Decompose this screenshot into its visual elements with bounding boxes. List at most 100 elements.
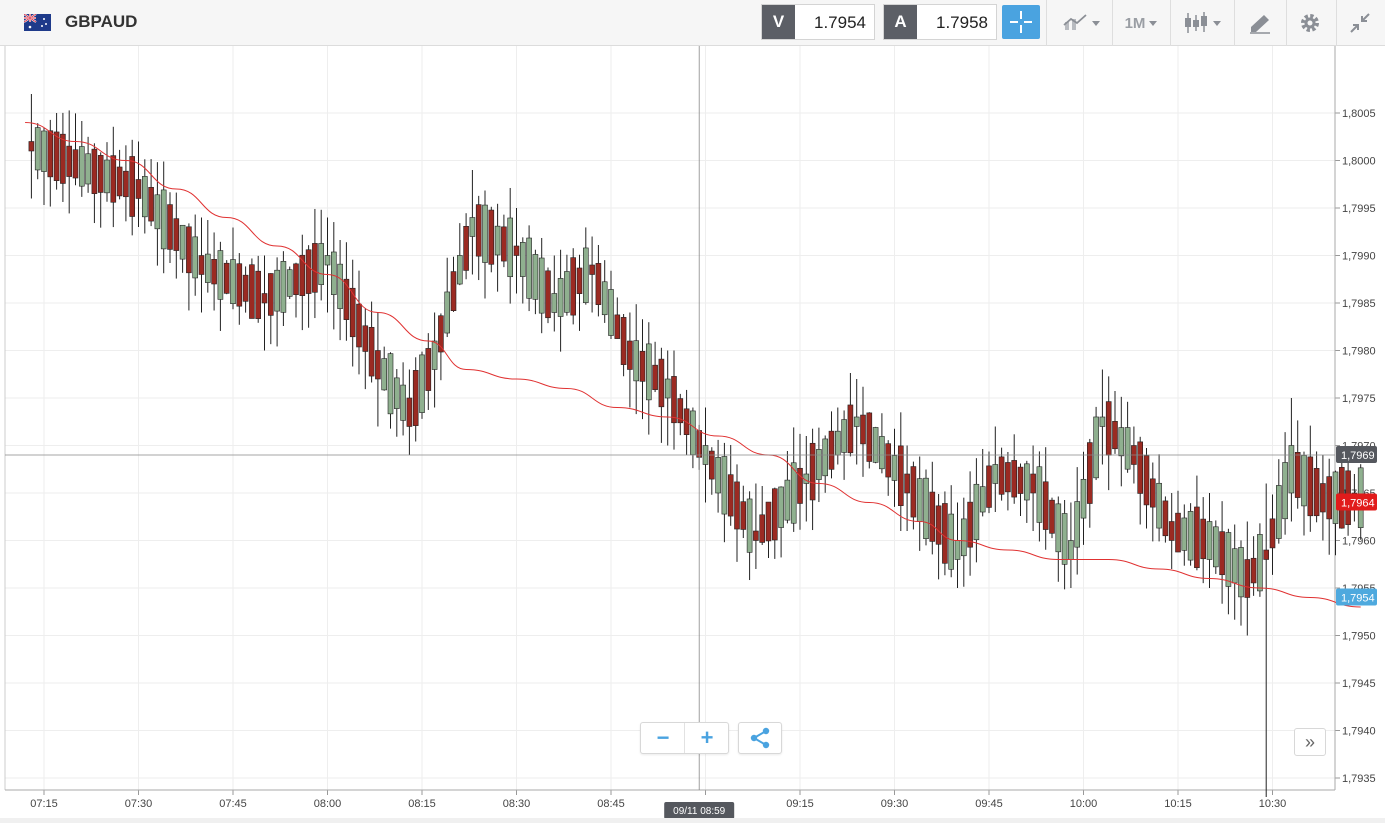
zoom-in-button[interactable]: + — [685, 723, 729, 753]
candle-body — [475, 204, 482, 257]
plus-icon: + — [700, 725, 714, 750]
candle-body — [1194, 506, 1200, 568]
candle-body — [601, 281, 608, 316]
drawing-tools-button[interactable] — [1240, 0, 1280, 46]
candle-body — [129, 156, 135, 217]
candle-body — [444, 291, 451, 334]
share-button[interactable] — [738, 722, 782, 754]
candle-body — [677, 398, 684, 424]
candle-body — [469, 217, 476, 237]
candle-body — [167, 204, 173, 250]
candle-body — [1124, 427, 1131, 470]
candle-body — [192, 236, 198, 279]
candle-body — [412, 370, 419, 426]
x-tick-label: 08:30 — [503, 798, 531, 810]
candle-body — [545, 270, 551, 319]
candle-body — [142, 176, 148, 218]
candle-body — [721, 456, 728, 515]
candle-body — [85, 153, 91, 185]
candle-body — [1150, 478, 1156, 508]
y-tick-label: 1,7980 — [1342, 346, 1376, 358]
candle-body — [734, 481, 740, 530]
candle-body — [154, 194, 161, 230]
candle-body — [217, 250, 224, 300]
scroll-to-latest-button[interactable]: » — [1294, 728, 1326, 756]
zoom-controls: − + — [640, 722, 729, 754]
candle-body — [1288, 445, 1295, 494]
chart-type-button[interactable] — [1176, 0, 1228, 46]
indicators-icon — [1063, 14, 1087, 30]
candle-body — [690, 410, 696, 456]
zoom-out-button[interactable]: − — [641, 723, 685, 753]
y-tick-label: 1,7935 — [1342, 773, 1376, 785]
candle-body — [1168, 521, 1175, 541]
y-tick-label: 1,8000 — [1342, 156, 1376, 168]
candle-body — [330, 251, 337, 295]
candle-body — [41, 130, 47, 172]
candle-body — [916, 478, 923, 522]
candle-body — [173, 218, 180, 251]
candle-body — [708, 450, 715, 480]
time-axis: 07:15 07:30 07:45 08:00 08:15 08:30 08:45 09:15… — [5, 789, 1335, 810]
moving-average-line — [25, 122, 1361, 608]
x-tick-label: 08:00 — [314, 798, 342, 810]
chart-toolbar: GBPAUD V 1.7954 A 1.7958 1M — [0, 0, 1385, 46]
candle-body — [1320, 483, 1326, 513]
price-axis: 1,8005 1,8000 1,7995 1,7990 1,7985 1,7980 1,79… — [1334, 46, 1376, 790]
candle-body — [1276, 485, 1282, 539]
candle-body — [910, 466, 917, 518]
candle-body — [1093, 416, 1099, 479]
y-tick-label: 1,8005 — [1342, 108, 1376, 120]
candle-body — [60, 133, 66, 184]
candle-body — [891, 455, 898, 481]
toolbar-divider — [1112, 0, 1113, 46]
y-tick-label: 1,7960 — [1342, 536, 1376, 548]
candle-body — [1061, 513, 1068, 565]
candle-body — [853, 416, 860, 427]
candle-body — [280, 261, 287, 313]
candle-body — [784, 479, 791, 521]
candle-body — [519, 242, 526, 277]
candle-body — [79, 146, 85, 187]
candle-body — [645, 343, 652, 401]
candle-body — [1049, 499, 1055, 534]
candle-body — [1257, 534, 1263, 592]
indicators-button[interactable] — [1056, 0, 1106, 46]
candle-body — [1175, 512, 1181, 553]
candle-body — [267, 273, 274, 316]
x-tick-label: 08:45 — [597, 798, 625, 810]
candle-body — [753, 530, 759, 541]
candle-body — [1005, 462, 1011, 493]
bid-quote[interactable]: V 1.7954 — [761, 4, 875, 40]
candle-body — [866, 412, 873, 462]
ask-quote[interactable]: A 1.7958 — [883, 4, 997, 40]
price-tags: 1,7964 1,7954 — [1336, 493, 1377, 606]
chevron-down-icon — [1149, 20, 1158, 26]
candle-body — [652, 364, 658, 390]
settings-button[interactable] — [1290, 0, 1330, 46]
collapse-button[interactable] — [1340, 0, 1380, 46]
x-tick-label: 09:15 — [786, 798, 814, 810]
candle-body — [1042, 481, 1049, 530]
drawing-pen-icon — [1250, 15, 1270, 34]
candle-body — [507, 217, 514, 278]
x-tick-label: 09:45 — [975, 798, 1003, 810]
bid-price-tag — [1336, 588, 1377, 606]
candle-body — [1231, 548, 1238, 584]
toolbar-divider — [1170, 0, 1171, 46]
candle-body — [91, 148, 98, 194]
y-tick-label: 1,7940 — [1342, 726, 1376, 738]
gear-icon — [1301, 14, 1319, 32]
collapse-arrows-icon — [1350, 13, 1370, 33]
candle-body — [841, 419, 847, 453]
candle-body — [1294, 452, 1301, 498]
candle-body — [1206, 521, 1213, 560]
candle-body — [564, 271, 570, 313]
y-tick-label: 1,7995 — [1342, 203, 1376, 215]
candle-body — [998, 456, 1005, 495]
candlestick-chart[interactable]: 1,8005 1,8000 1,7995 1,7990 1,7985 1,7980 1,79… — [0, 46, 1385, 818]
crosshair-button[interactable] — [1002, 5, 1040, 39]
candle-body — [1143, 455, 1150, 506]
candle-body — [368, 326, 375, 377]
timeframe-button[interactable]: 1M — [1116, 0, 1166, 46]
